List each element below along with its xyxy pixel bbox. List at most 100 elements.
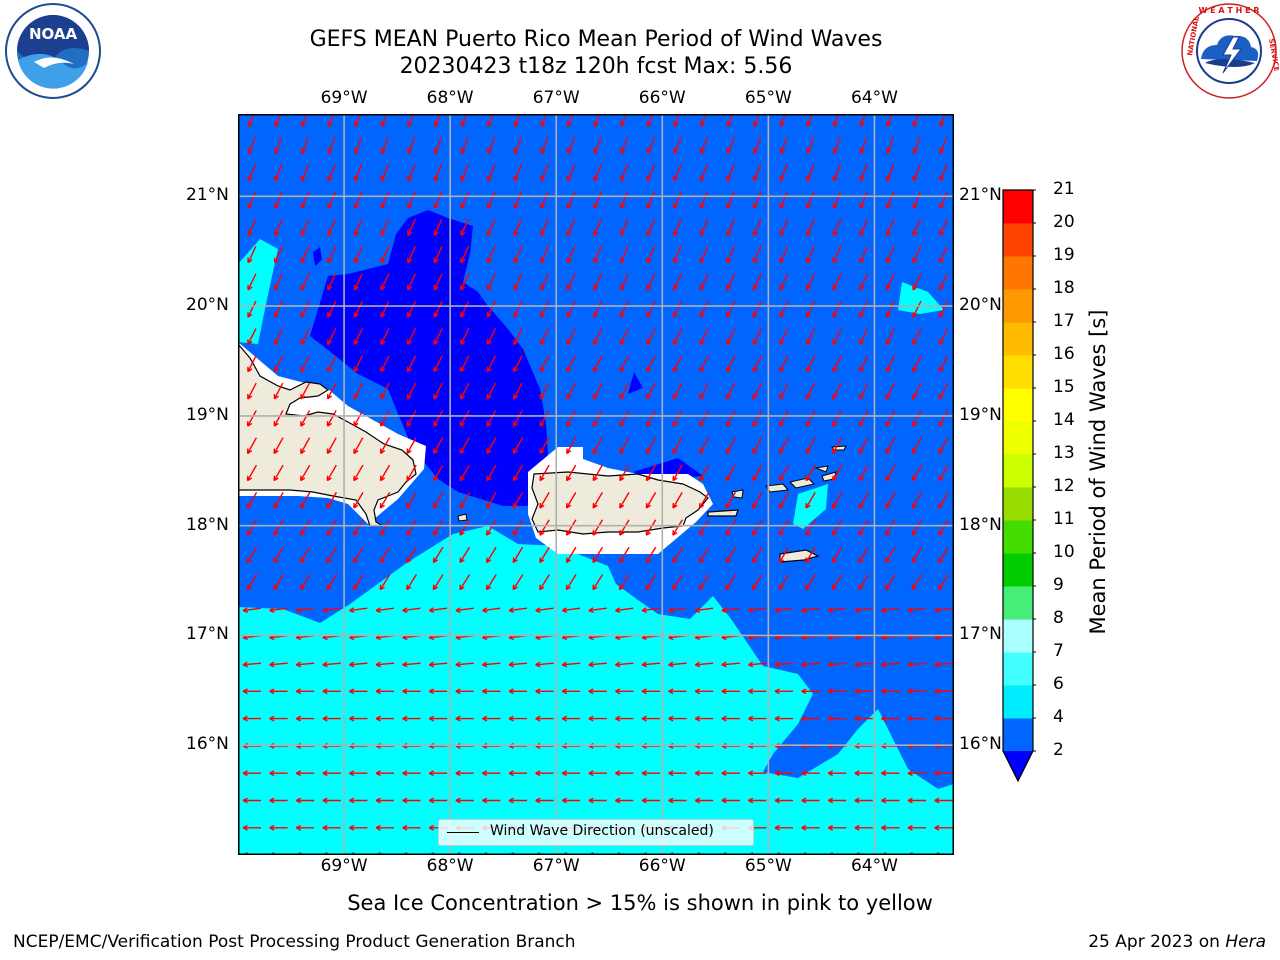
wave-direction-arrow	[752, 218, 762, 236]
colorbar-tick-label: 10	[1053, 542, 1075, 562]
wave-direction-arrow	[459, 437, 470, 455]
wave-direction-arrow	[455, 661, 474, 668]
map-legend: Wind Wave Direction (unscaled)	[438, 819, 754, 846]
wave-direction-arrow	[619, 355, 630, 373]
wave-direction-arrow	[645, 519, 657, 536]
period-4-6-area-bvi	[793, 484, 828, 529]
wave-direction-arrow	[854, 715, 873, 722]
colorbar-label: Mean Period of Wind Waves [s]	[1086, 309, 1110, 635]
wave-direction-arrow	[512, 437, 524, 455]
wave-direction-arrow	[699, 246, 709, 264]
wave-direction-arrow	[668, 770, 687, 777]
wave-direction-arrow	[513, 191, 523, 209]
wave-direction-arrow	[380, 114, 388, 127]
wave-direction-arrow	[619, 273, 629, 291]
wave-direction-arrow	[326, 546, 338, 564]
wave-direction-arrow	[721, 770, 740, 777]
wave-direction-arrow	[907, 824, 926, 831]
wave-direction-arrow	[540, 191, 549, 209]
wave-direction-arrow	[406, 546, 417, 564]
wave-direction-arrow	[300, 273, 310, 291]
wave-direction-arrow	[911, 519, 923, 536]
wave-direction-arrow	[513, 355, 523, 373]
wave-direction-arrow	[911, 546, 923, 564]
wave-direction-arrow	[433, 191, 443, 209]
wave-direction-arrow	[859, 191, 869, 209]
wave-direction-arrow	[801, 661, 820, 668]
wave-direction-arrow	[561, 797, 581, 804]
wave-direction-arrow	[428, 797, 448, 804]
wave-direction-arrow	[805, 328, 816, 345]
colorbar-band	[1003, 190, 1033, 224]
wave-direction-arrow	[433, 328, 443, 345]
wave-direction-arrow	[907, 688, 926, 695]
wave-direction-arrow	[486, 136, 496, 155]
wave-direction-arrow	[460, 218, 470, 236]
wave-direction-arrow	[748, 715, 767, 722]
wave-direction-arrow	[859, 273, 869, 291]
wave-direction-arrow	[379, 464, 391, 482]
wave-direction-arrow	[295, 797, 315, 804]
wave-direction-arrow	[566, 164, 576, 182]
wave-direction-arrow	[380, 382, 390, 400]
wave-direction-arrow	[246, 546, 258, 564]
wave-direction-arrow	[912, 300, 922, 318]
wave-direction-arrow	[832, 114, 840, 127]
wave-direction-arrow	[725, 519, 737, 536]
wave-direction-arrow	[326, 492, 338, 509]
credit-text: NCEP/EMC/Verification Post Processing Pr…	[13, 932, 576, 952]
wave-direction-arrow	[912, 273, 922, 291]
lon-label-bottom: 64°W	[850, 856, 898, 876]
wave-direction-arrow	[938, 437, 949, 455]
wave-direction-arrow	[672, 464, 683, 482]
wave-direction-arrow	[242, 661, 262, 668]
noaa-logo: NOAA	[4, 2, 102, 104]
wave-direction-arrow	[645, 574, 657, 591]
wave-direction-arrow	[380, 164, 390, 182]
wave-direction-arrow	[486, 218, 496, 236]
wave-direction-arrow	[805, 519, 816, 536]
wave-direction-arrow	[699, 273, 709, 291]
wave-direction-arrow	[801, 688, 820, 695]
wave-direction-arrow	[486, 300, 497, 318]
wave-direction-arrow	[539, 382, 550, 400]
wave-direction-arrow	[646, 136, 656, 155]
wave-direction-arrow	[827, 770, 847, 777]
wave-direction-arrow	[588, 770, 607, 777]
wave-direction-arrow	[535, 797, 554, 804]
wave-direction-arrow	[641, 688, 660, 695]
wave-direction-arrow	[459, 492, 471, 509]
wave-direction-arrow	[752, 114, 760, 127]
wave-direction-arrow	[459, 410, 470, 427]
wave-direction-arrow	[672, 382, 683, 400]
wave-direction-arrow	[938, 355, 949, 373]
wave-direction-arrow	[540, 218, 549, 236]
wave-direction-arrow	[535, 715, 554, 722]
wave-direction-arrow	[646, 410, 656, 427]
wave-direction-arrow	[460, 355, 470, 373]
wave-direction-arrow	[831, 546, 843, 564]
wave-direction-arrow	[539, 355, 550, 373]
wave-direction-arrow	[778, 437, 790, 455]
chart-subtitle: 20230423 t18z 120h fcst Max: 5.56	[399, 54, 793, 79]
wave-direction-arrow	[912, 328, 922, 345]
wave-direction-arrow	[274, 136, 283, 155]
wave-direction-arrow	[592, 546, 604, 564]
colorbar-under-extension	[1003, 751, 1033, 781]
wave-direction-arrow	[615, 715, 634, 722]
wave-direction-arrow	[406, 273, 417, 291]
wave-direction-arrow	[934, 770, 953, 777]
wave-direction-arrow	[619, 136, 629, 155]
wave-direction-arrow	[778, 574, 790, 591]
wave-direction-arrow	[827, 824, 847, 831]
wave-direction-arrow	[295, 607, 315, 613]
wave-direction-arrow	[619, 410, 630, 427]
colorbar-tick-label: 16	[1053, 344, 1075, 364]
wave-direction-arrow	[327, 218, 337, 236]
wave-direction-arrow	[273, 546, 284, 564]
wave-direction-arrow	[832, 273, 842, 291]
wave-direction-arrow	[832, 355, 842, 373]
wave-direction-arrow	[801, 715, 820, 722]
wave-direction-arrow	[721, 797, 740, 804]
wave-direction-arrow	[300, 355, 310, 373]
